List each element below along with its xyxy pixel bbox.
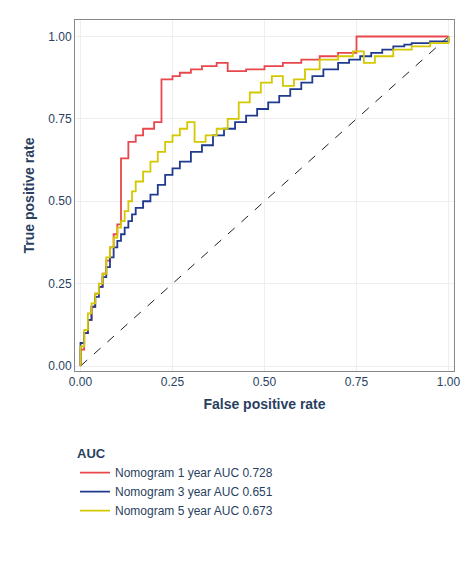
svg-text:1.00: 1.00 bbox=[48, 30, 72, 44]
svg-text:0.50: 0.50 bbox=[253, 375, 277, 389]
svg-text:0.00: 0.00 bbox=[69, 375, 93, 389]
svg-text:1.00: 1.00 bbox=[437, 375, 461, 389]
svg-text:True positive rate: True positive rate bbox=[21, 137, 37, 253]
svg-text:False positive rate: False positive rate bbox=[203, 396, 325, 412]
svg-text:0.25: 0.25 bbox=[48, 277, 72, 291]
svg-text:0.75: 0.75 bbox=[345, 375, 369, 389]
svg-text:Nomogram 3 year AUC 0.651: Nomogram 3 year AUC 0.651 bbox=[115, 485, 273, 499]
svg-text:Nomogram 5 year AUC 0.673: Nomogram 5 year AUC 0.673 bbox=[115, 504, 273, 518]
svg-text:Nomogram 1 year AUC 0.728: Nomogram 1 year AUC 0.728 bbox=[115, 466, 273, 480]
svg-text:0.25: 0.25 bbox=[161, 375, 185, 389]
svg-text:0.75: 0.75 bbox=[48, 112, 72, 126]
svg-text:AUC: AUC bbox=[77, 446, 106, 461]
svg-text:0.50: 0.50 bbox=[48, 194, 72, 208]
svg-text:0.00: 0.00 bbox=[48, 359, 72, 373]
